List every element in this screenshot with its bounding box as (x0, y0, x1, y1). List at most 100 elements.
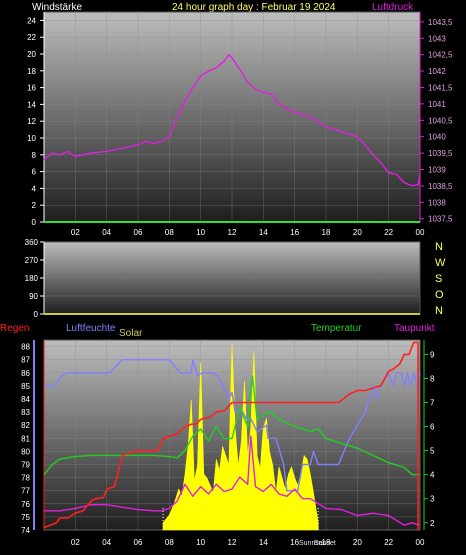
wind-tick-label: 6 (32, 168, 37, 177)
rain-line (43, 341, 419, 529)
humidity-tick-label: 88 (21, 343, 30, 352)
pressure-tick-label: 1043 (428, 34, 446, 43)
x-tick-label: 08 (165, 228, 174, 237)
x-tick-label: 00 (416, 228, 425, 237)
wind-tick-label: 22 (27, 33, 36, 42)
temperature-tick-label: 4 (430, 471, 435, 480)
direction-tick-label: 0 (34, 310, 39, 319)
solar-series (162, 343, 319, 531)
climate-x-tick-label: 18 (322, 538, 331, 547)
direction-tick-label: 270 (25, 256, 39, 265)
humidity-tick-label: 74 (21, 526, 30, 535)
direction-axis-ticks: 0 90 180 270 360 (25, 238, 39, 319)
pressure-tick-label: 1040 (428, 133, 446, 142)
climate-series (43, 341, 421, 530)
x-tick-label: 06 (134, 228, 143, 237)
direction-tick-label: 180 (25, 274, 39, 283)
direction-tick-label: 90 (29, 292, 38, 301)
wind-tick-label: 18 (27, 67, 36, 76)
sunset-label: Sunset (314, 540, 336, 547)
temperature-tick-label: 9 (430, 350, 435, 359)
humidity-tick-label: 81 (21, 434, 30, 443)
x-tick-label: 12 (228, 228, 237, 237)
pressure-tick-label: 1039 (428, 166, 446, 175)
x-tick-label: 16 (290, 228, 299, 237)
climate-x-tick-label: 08 (165, 538, 174, 547)
compass-n-top: N (435, 241, 443, 253)
temperature-axis-ticks: 2 3 4 5 6 7 8 9 (430, 350, 435, 527)
pressure-tick-label: 1043,5 (428, 18, 453, 27)
humidity-tick-label: 87 (21, 356, 30, 365)
legend-luftfeuchte: Luftfeuchte (66, 323, 116, 334)
direction-tick-label: 360 (25, 238, 39, 247)
pressure-tick-label: 1041,5 (428, 83, 453, 92)
climate-x-tick-label: 16 (290, 538, 299, 547)
legend-temperatur: Temperatur (311, 323, 362, 334)
humidity-tick-label: 86 (21, 369, 30, 378)
pressure-x-ticks: 02 04 06 08 10 12 14 16 18 20 22 00 (71, 228, 425, 237)
humidity-tick-label: 76 (21, 500, 30, 509)
pressure-axis-ticks: 1037,5 1038 1038,5 1039 1039,5 1040 1040,5 1041… (428, 18, 453, 224)
solar-area (162, 343, 319, 531)
temperature-tick-label: 3 (430, 495, 435, 504)
x-tick-label: 02 (71, 228, 80, 237)
humidity-tick-label: 80 (21, 447, 30, 456)
humidity-line (44, 359, 421, 492)
x-tick-label: 22 (384, 228, 393, 237)
legend-solar: Solar (119, 328, 143, 339)
x-tick-label: 04 (102, 228, 111, 237)
temperature-tick-label: 2 (430, 519, 435, 528)
humidity-tick-label: 84 (21, 395, 30, 404)
compass-w: W (435, 257, 446, 269)
windstaerke-label: Windstärke (32, 2, 82, 13)
temperature-tick-label: 7 (430, 399, 435, 408)
x-tick-label: 14 (259, 228, 268, 237)
humidity-tick-label: 83 (21, 408, 30, 417)
climate-x-tick-label: 06 (134, 538, 143, 547)
chart-title: 24 hour graph day : Februar 19 2024 (172, 2, 336, 13)
climate-x-tick-label: 12 (228, 538, 237, 547)
humidity-tick-label: 79 (21, 460, 30, 469)
x-tick-label: 10 (196, 228, 205, 237)
pressure-tick-label: 1041 (428, 100, 446, 109)
pressure-tick-label: 1039,5 (428, 149, 453, 158)
compass-s: S (435, 273, 442, 285)
wind-tick-label: 2 (32, 201, 37, 210)
temperature-tick-label: 5 (430, 447, 435, 456)
pressure-tick-label: 1038 (428, 198, 446, 207)
x-tick-label: 20 (353, 228, 362, 237)
humidity-tick-label: 77 (21, 487, 30, 496)
climate-x-tick-label: 04 (102, 538, 111, 547)
luftdruck-label: Luftdruck (372, 2, 414, 13)
climate-x-tick-label: 20 (353, 538, 362, 547)
wind-tick-label: 24 (27, 16, 36, 25)
pressure-series (43, 54, 421, 223)
dewpoint-line (44, 435, 421, 526)
x-tick-label: 18 (322, 228, 331, 237)
climate-x-tick-label: 00 (416, 538, 425, 547)
wind-tick-label: 4 (32, 184, 37, 193)
humidity-tick-label: 85 (21, 382, 30, 391)
pressure-tick-label: 1042 (428, 67, 446, 76)
humidity-tick-label: 78 (21, 474, 30, 483)
temperature-tick-label: 6 (430, 423, 435, 432)
compass-n-bottom: N (435, 305, 443, 317)
pressure-tick-label: 1040,5 (428, 116, 453, 125)
legend-regen: Regen (0, 323, 29, 334)
humidity-tick-label: 75 (21, 513, 30, 522)
compass-o: O (435, 289, 444, 301)
climate-x-tick-label: 10 (196, 538, 205, 547)
temperature-tick-label: 8 (430, 374, 435, 383)
wind-tick-label: 20 (27, 50, 36, 59)
pressure-tick-label: 1042,5 (428, 51, 453, 60)
climate-x-ticks: 02 04 06 08 10 12 14 16 18 20 22 00 (71, 538, 425, 547)
pressure-line (43, 54, 421, 187)
pressure-tick-label: 1037,5 (428, 215, 453, 224)
legend-taupunkt: Taupunkt (394, 323, 435, 334)
wind-tick-label: 16 (27, 84, 36, 93)
humidity-axis-ticks: 74 75 76 77 78 79 80 81 82 83 84 85 86 87 88 (21, 343, 30, 535)
humidity-tick-label: 82 (21, 421, 30, 430)
climate-x-tick-label: 14 (259, 538, 268, 547)
